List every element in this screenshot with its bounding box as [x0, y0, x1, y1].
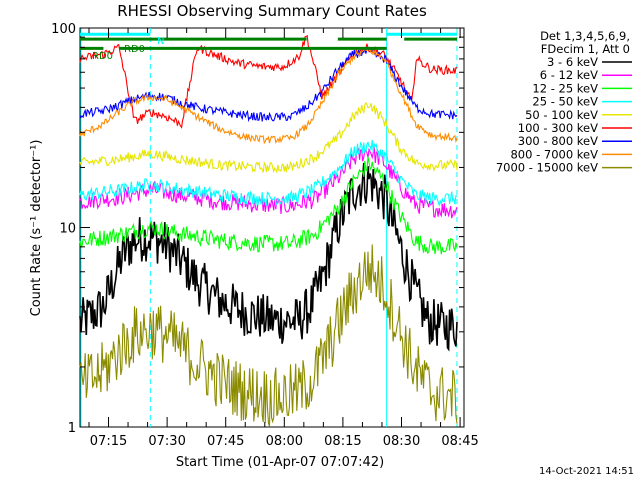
series-line-300-800-kev: [79, 46, 458, 123]
legend: Det 1,3,4,5,6,9, FDecim 1, Att 0 3 - 6 k…: [496, 29, 632, 175]
y-tick-label: 1: [68, 421, 76, 436]
y-tick-label: 100: [51, 22, 76, 37]
x-axis: 07:15 07:30 07:45 08:00 08:15 08:30 08:45: [88, 28, 479, 449]
flag-label-rd0-lower: RD0: [92, 51, 113, 62]
legend-entry-label: 6 - 12 keV: [540, 68, 598, 82]
series-line-50-100-kev: [79, 101, 458, 174]
legend-entry-label: 12 - 25 keV: [532, 81, 598, 95]
x-axis-label: Start Time (01-Apr-07 07:07:42): [176, 455, 384, 470]
legend-entry-label: 100 - 300 keV: [518, 121, 598, 135]
series-line-25-50-kev: [79, 139, 458, 208]
x-tick-label: 08:15: [324, 434, 361, 449]
x-tick-label: 08:00: [266, 434, 303, 449]
x-tick-label: 08:45: [441, 434, 478, 449]
series-layer: [79, 34, 458, 427]
x-tick-label: 07:15: [90, 434, 127, 449]
flag-label-n: N: [157, 36, 164, 47]
footer-date: 14-Oct-2021 14:51: [539, 466, 634, 477]
legend-header-line-1: Det 1,3,4,5,6,9,: [540, 29, 630, 43]
x-tick-label: 08:30: [383, 434, 420, 449]
series-line-800-7000-kev: [79, 47, 458, 145]
y-tick-label: 10: [59, 222, 76, 237]
legend-entry-label: 300 - 800 keV: [518, 134, 598, 148]
legend-entry-label: 3 - 6 keV: [547, 55, 598, 69]
x-tick-label: 07:45: [207, 434, 244, 449]
series-line-100-300-kev: [79, 34, 458, 129]
series-line-7000-15000-kev: [79, 244, 458, 427]
legend-entry-label: 25 - 50 keV: [532, 95, 598, 109]
series-line-12-25-kev: [79, 156, 458, 255]
x-tick-label: 07:30: [148, 434, 185, 449]
y-axis-label: Count Rate (s⁻¹ detector⁻¹): [29, 140, 44, 317]
legend-entry-label: 50 - 100 keV: [525, 108, 598, 122]
series-line-6-12-kev: [79, 146, 458, 219]
legend-entry-label: 800 - 7000 keV: [510, 147, 598, 161]
chart-title: RHESSI Observing Summary Count Rates: [117, 2, 427, 20]
flag-bars: [80, 32, 457, 50]
vertical-markers: [80, 28, 458, 427]
y-axis: 1 10 100: [51, 22, 464, 436]
legend-entry-label: 7000 - 15000 keV: [496, 161, 598, 175]
flag-label-rd0-upper: RD0: [124, 44, 145, 55]
legend-header-line-2: FDecim 1, Att 0: [541, 42, 630, 56]
